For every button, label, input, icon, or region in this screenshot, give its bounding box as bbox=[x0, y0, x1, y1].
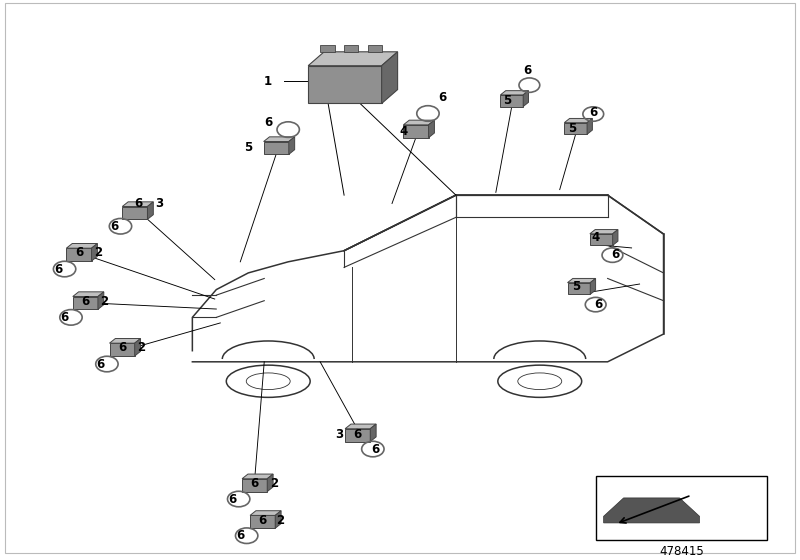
Polygon shape bbox=[567, 283, 590, 295]
Polygon shape bbox=[308, 66, 382, 104]
Text: 1: 1 bbox=[264, 74, 272, 88]
Text: 5: 5 bbox=[503, 94, 511, 107]
Text: 6: 6 bbox=[54, 263, 62, 276]
Polygon shape bbox=[564, 119, 592, 123]
Polygon shape bbox=[382, 52, 398, 104]
Text: 4: 4 bbox=[591, 231, 600, 244]
Polygon shape bbox=[66, 248, 91, 261]
Polygon shape bbox=[604, 498, 699, 523]
Text: 2: 2 bbox=[101, 295, 109, 308]
Text: 5: 5 bbox=[571, 281, 580, 293]
Polygon shape bbox=[275, 511, 281, 528]
Polygon shape bbox=[264, 137, 294, 142]
Text: 6: 6 bbox=[589, 106, 598, 119]
Polygon shape bbox=[523, 91, 529, 106]
Text: 478415: 478415 bbox=[659, 545, 704, 558]
Polygon shape bbox=[345, 429, 370, 441]
Polygon shape bbox=[564, 123, 587, 134]
FancyBboxPatch shape bbox=[596, 475, 767, 540]
Text: 6: 6 bbox=[236, 529, 245, 542]
Polygon shape bbox=[590, 278, 595, 295]
Text: 6: 6 bbox=[118, 342, 126, 354]
Polygon shape bbox=[345, 424, 376, 429]
FancyBboxPatch shape bbox=[368, 45, 382, 52]
Text: 6: 6 bbox=[82, 295, 90, 308]
Text: 3: 3 bbox=[335, 427, 343, 441]
Polygon shape bbox=[98, 292, 104, 309]
Text: 6: 6 bbox=[75, 246, 83, 259]
Polygon shape bbox=[73, 296, 98, 309]
Polygon shape bbox=[110, 343, 134, 356]
Text: 6: 6 bbox=[611, 248, 620, 261]
Polygon shape bbox=[429, 120, 434, 138]
Polygon shape bbox=[66, 244, 98, 248]
Text: 6: 6 bbox=[371, 442, 379, 455]
Polygon shape bbox=[134, 338, 141, 356]
Text: 6: 6 bbox=[354, 427, 362, 441]
Polygon shape bbox=[289, 137, 294, 155]
Polygon shape bbox=[403, 125, 429, 138]
Polygon shape bbox=[91, 244, 98, 261]
Polygon shape bbox=[590, 230, 618, 234]
Polygon shape bbox=[242, 479, 267, 492]
Polygon shape bbox=[110, 338, 141, 343]
Text: 6: 6 bbox=[110, 220, 118, 233]
Text: 5: 5 bbox=[567, 122, 576, 135]
Polygon shape bbox=[147, 202, 154, 220]
Text: 2: 2 bbox=[270, 477, 278, 490]
Polygon shape bbox=[122, 202, 154, 207]
Text: 2: 2 bbox=[94, 246, 102, 259]
Text: 2: 2 bbox=[137, 342, 146, 354]
Polygon shape bbox=[264, 142, 289, 155]
Polygon shape bbox=[308, 52, 398, 66]
Text: 6: 6 bbox=[96, 357, 105, 371]
Polygon shape bbox=[590, 234, 613, 245]
Polygon shape bbox=[501, 95, 523, 106]
FancyBboxPatch shape bbox=[344, 45, 358, 52]
Text: 6: 6 bbox=[134, 197, 142, 210]
Text: 6: 6 bbox=[61, 311, 69, 324]
Polygon shape bbox=[250, 511, 281, 515]
Text: 6: 6 bbox=[438, 91, 446, 104]
Polygon shape bbox=[613, 230, 618, 245]
Polygon shape bbox=[587, 119, 592, 134]
Text: 3: 3 bbox=[154, 197, 163, 210]
Text: 6: 6 bbox=[258, 514, 266, 527]
Text: 6: 6 bbox=[250, 477, 258, 490]
Polygon shape bbox=[73, 292, 104, 296]
Polygon shape bbox=[403, 120, 434, 125]
Polygon shape bbox=[242, 474, 273, 479]
FancyBboxPatch shape bbox=[320, 45, 334, 52]
Text: 6: 6 bbox=[524, 64, 532, 77]
Polygon shape bbox=[370, 424, 376, 441]
Polygon shape bbox=[567, 278, 595, 283]
Text: 5: 5 bbox=[244, 142, 252, 155]
Polygon shape bbox=[122, 207, 147, 220]
Polygon shape bbox=[501, 91, 529, 95]
Text: 6: 6 bbox=[264, 116, 272, 129]
Text: 6: 6 bbox=[594, 298, 602, 311]
Text: 6: 6 bbox=[228, 493, 237, 506]
Polygon shape bbox=[250, 515, 275, 528]
Polygon shape bbox=[267, 474, 273, 492]
Text: 4: 4 bbox=[399, 125, 407, 138]
Text: 2: 2 bbox=[276, 514, 284, 527]
